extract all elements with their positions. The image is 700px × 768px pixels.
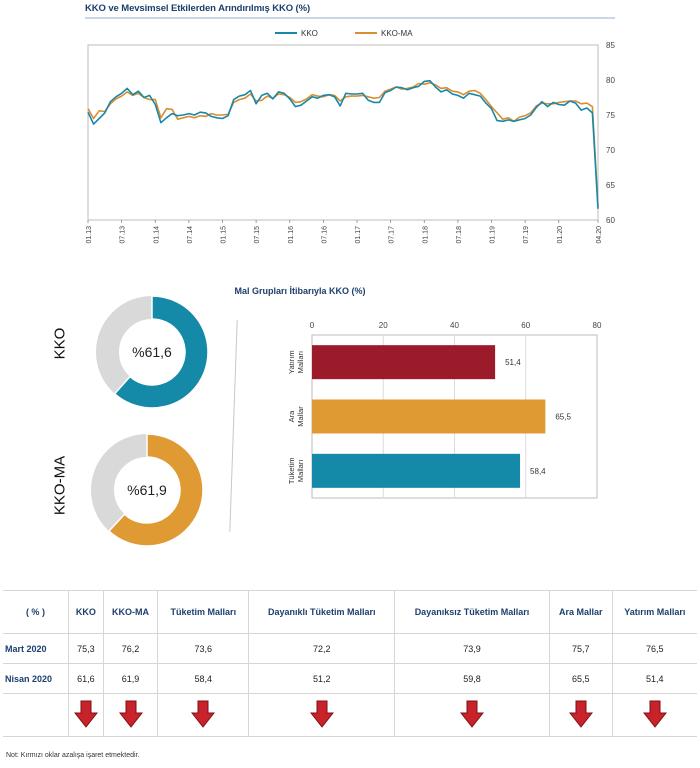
col-header: KKO <box>67 590 104 634</box>
bar <box>312 399 546 434</box>
row-label <box>3 693 69 737</box>
x-tick-label: 07.19 <box>523 226 530 244</box>
bar-chart-title: Mal Grupları İtibarıyla KKO (%) <box>234 286 366 296</box>
table-cell: 73,9 <box>394 633 550 664</box>
y-tick-label: 85 <box>606 41 615 50</box>
down-arrow-icon <box>102 693 158 737</box>
table-cell: 76,2 <box>102 633 158 664</box>
bar-x-tick-label: 60 <box>521 321 530 330</box>
down-arrow-icon <box>611 693 697 737</box>
table-cell: 72,2 <box>248 633 395 664</box>
x-tick-label: 01.15 <box>221 226 228 244</box>
line-chart: 60 65 70 75 80 85 01.13 07.13 01.14 07.14 01.15 07.… <box>86 29 615 244</box>
donut-label-kko: KKO <box>51 327 69 360</box>
y-tick-label: 60 <box>606 216 615 225</box>
table-cell: 75,7 <box>548 633 613 664</box>
down-arrow-icon <box>568 700 593 728</box>
bar-x-tick-label: 40 <box>450 321 459 330</box>
legend-label: KKO-MA <box>381 29 413 38</box>
x-tick-label: 01.18 <box>422 226 429 244</box>
table-cell: 75,3 <box>67 633 104 664</box>
table-cell: 65,5 <box>548 663 613 694</box>
bar <box>312 453 521 488</box>
x-tick-label: 07.15 <box>254 226 261 244</box>
col-header: KKO-MA <box>102 590 158 634</box>
x-tick-label: 01.17 <box>355 226 362 244</box>
x-tick-label: 07.18 <box>456 226 463 244</box>
y-tick-label: 70 <box>606 146 615 155</box>
title-rule <box>85 17 615 19</box>
down-arrow-icon <box>394 693 550 737</box>
summary-table: ( % ) KKO KKO-MA Tüketim Malları Dayanık… <box>3 590 697 737</box>
down-arrow-icon <box>157 693 249 737</box>
y-tick-label: 65 <box>606 181 615 190</box>
down-arrow-icon <box>309 700 334 728</box>
table-cell: 51,2 <box>248 663 395 694</box>
bar-x-tick-label: 0 <box>310 321 315 330</box>
y-tick-label: 75 <box>606 111 615 120</box>
x-tick-label: 07.16 <box>321 226 328 244</box>
donut-slice-kko-ma <box>107 433 204 547</box>
x-tick-label: 07.13 <box>120 226 127 244</box>
bar-x-tick-label: 20 <box>379 321 388 330</box>
table-row: Nisan 2020 61,6 61,9 58,4 51,2 59,8 65,5… <box>3 663 697 694</box>
bar <box>312 345 496 380</box>
down-arrow-icon <box>459 700 484 728</box>
col-header: Dayanıklı Tüketim Malları <box>248 590 395 634</box>
donut-slice-kko <box>113 295 209 409</box>
donut-label-kko-ma: KKO-MA <box>51 455 69 516</box>
down-arrow-icon <box>248 693 395 737</box>
table-cell: 76,5 <box>611 633 697 664</box>
table-cell: 73,6 <box>157 633 249 664</box>
divider-line <box>229 320 238 532</box>
table-cell: 61,6 <box>67 663 104 694</box>
x-tick-label: 07.17 <box>389 226 396 244</box>
y-tick-label: 80 <box>606 76 615 85</box>
table-header-row: ( % ) KKO KKO-MA Tüketim Malları Dayanık… <box>3 590 697 634</box>
x-tick-label: 01.16 <box>288 226 295 244</box>
bar-category-label: YatırımMalları <box>287 350 305 374</box>
bar-chart: 0 20 40 60 80 51,4 YatırımMalları 65,5 AraMallar… <box>287 321 602 499</box>
x-tick-label: 01.20 <box>557 226 564 244</box>
plot-frame <box>87 44 599 221</box>
col-header: Dayanıksız Tüketim Malları <box>394 590 550 634</box>
bar-value-label: 58,4 <box>530 467 546 476</box>
donut-center-value: %61,6 <box>132 344 172 360</box>
table-cell: 61,9 <box>102 663 158 694</box>
col-header: ( % ) <box>3 590 69 634</box>
donut-center-value: %61,9 <box>127 482 167 498</box>
table-cell: 58,4 <box>157 663 249 694</box>
down-arrow-icon <box>548 693 613 737</box>
table-cell: 51,4 <box>611 663 697 694</box>
col-header: Tüketim Malları <box>157 590 249 634</box>
down-arrow-icon <box>73 700 98 728</box>
bar-x-tick-label: 80 <box>593 321 602 330</box>
legend-label: KKO <box>301 29 318 38</box>
down-arrow-icon <box>191 700 216 728</box>
bar-value-label: 51,4 <box>505 358 521 367</box>
line-chart-title: KKO ve Mevsimsel Etkilerden Arındırılmış… <box>85 3 311 14</box>
x-tick-label: 01.19 <box>490 226 497 244</box>
row-label: Mart 2020 <box>3 633 69 664</box>
bar-category-label: AraMallar <box>287 406 305 427</box>
donut-charts: %61,6 %61,9 <box>91 295 209 547</box>
bar-value-label: 65,5 <box>555 413 571 422</box>
table-row: Mart 2020 75,3 76,2 73,6 72,2 73,9 75,7 … <box>3 633 697 664</box>
bar-category-label: TüketimMalları <box>287 457 305 484</box>
down-arrow-icon <box>67 693 104 737</box>
trend-row <box>3 693 697 737</box>
col-header: Ara Mallar <box>548 590 613 634</box>
col-header: Yatırım Malları <box>611 590 697 634</box>
x-tick-label: 01.13 <box>86 226 93 244</box>
row-label: Nisan 2020 <box>3 663 69 694</box>
table-note: Not: Kırmızı oklar azalışa işaret etmekt… <box>6 752 140 759</box>
down-arrow-icon <box>118 700 143 728</box>
series-line-kko <box>87 79 599 209</box>
x-tick-label: 07.14 <box>187 226 194 244</box>
down-arrow-icon <box>642 700 667 728</box>
table-cell: 59,8 <box>394 663 550 694</box>
x-tick-label: 04.20 <box>596 226 603 244</box>
x-tick-label: 01.14 <box>153 226 160 244</box>
